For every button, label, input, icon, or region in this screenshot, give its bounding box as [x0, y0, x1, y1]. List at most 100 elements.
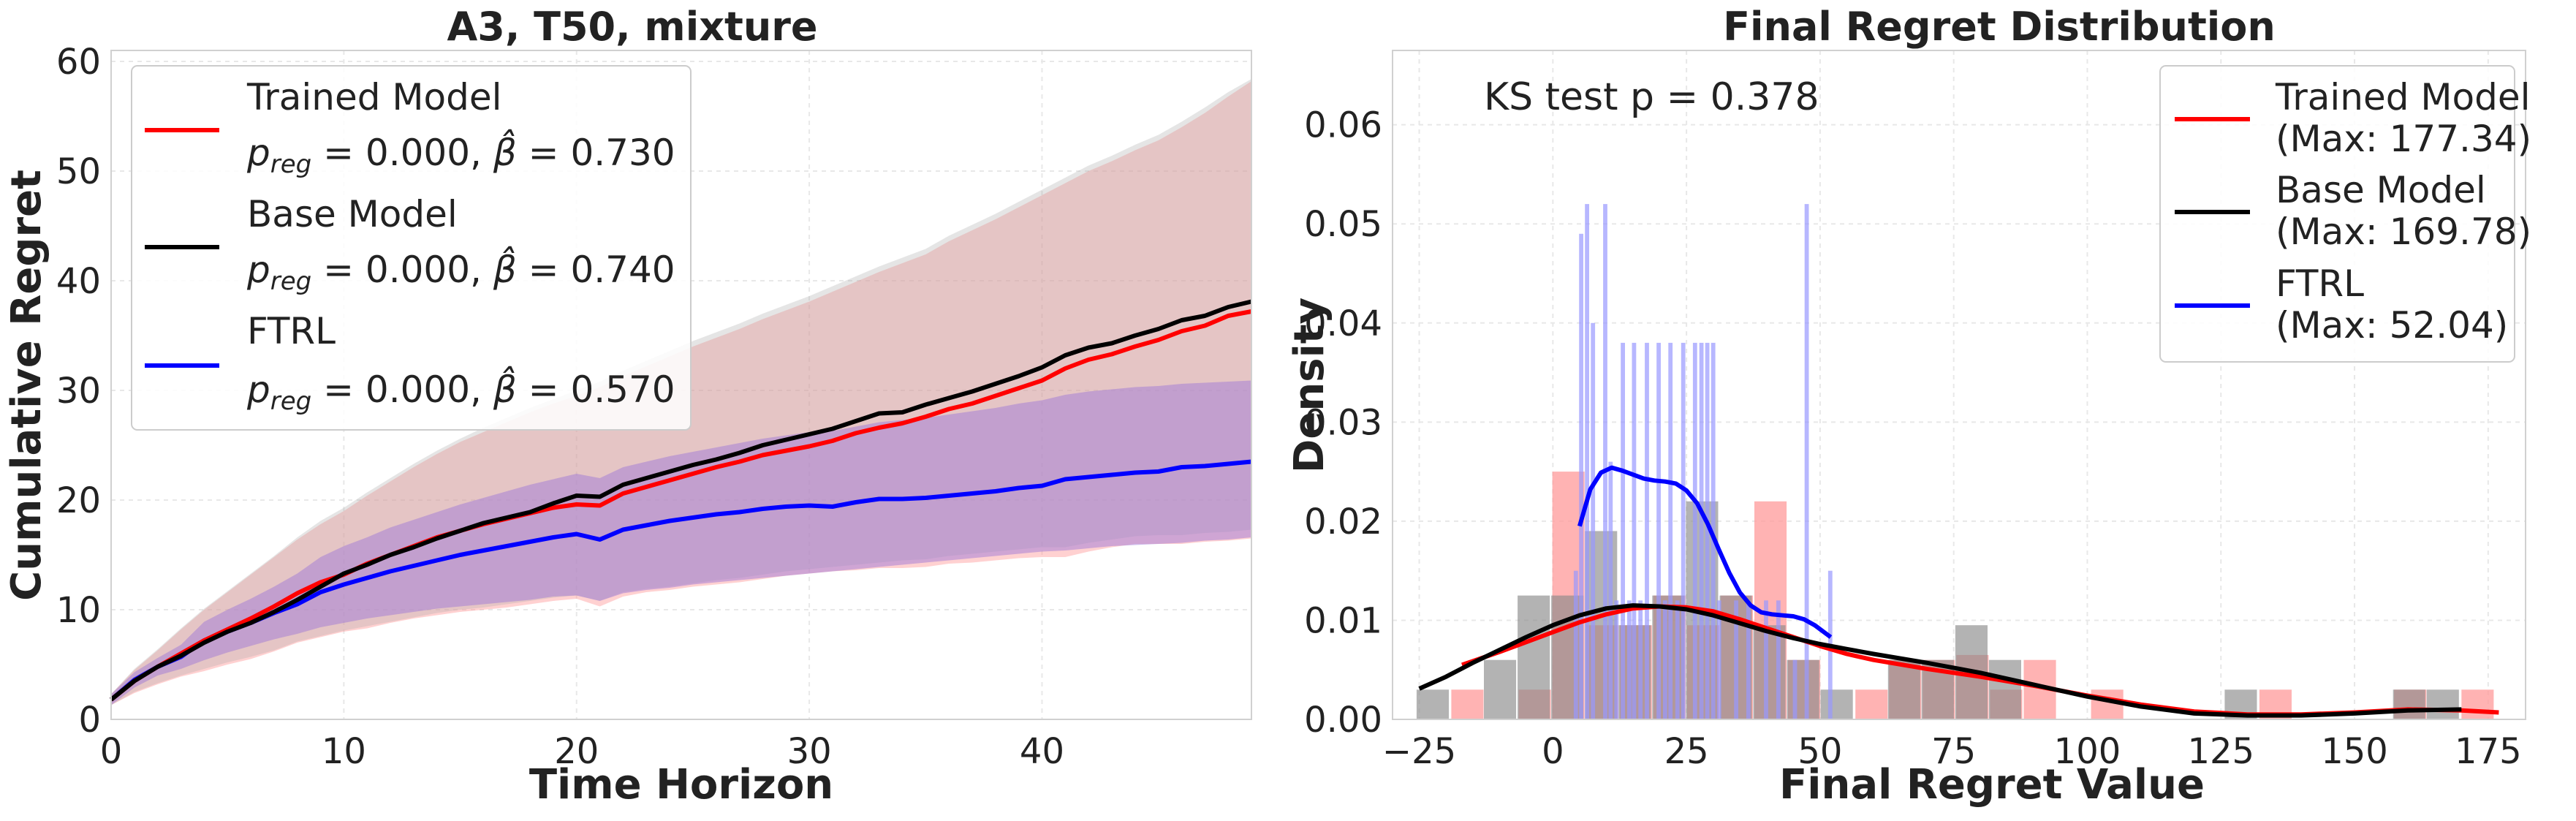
hist-bar-ftrl [1627, 600, 1632, 719]
left-y-tick-label: 20 [56, 480, 101, 521]
hist-bar-ftrl [1603, 204, 1607, 720]
legend-stats-base: preg = 0.000, β̂ = 0.740 [246, 246, 675, 296]
hist-bar-ftrl [1792, 659, 1797, 719]
ks-test-annotation: KS test p = 0.378 [1484, 75, 1819, 119]
legend-label-base: Base Model [247, 193, 458, 235]
right-histogram-bars [1416, 204, 2494, 720]
hist-bar-trained [2461, 689, 2494, 719]
legend-hist-label-base: Base Model [2276, 169, 2486, 211]
legend-label-ftrl: FTRL [247, 310, 336, 352]
hist-bar-ftrl [1699, 342, 1704, 719]
kde-line-ftrl [1577, 465, 1833, 639]
right-x-tick-label: 175 [2455, 731, 2522, 772]
hist-bar-ftrl [1692, 342, 1697, 719]
left-y-ticks: 0 10 20 30 40 50 60 [56, 42, 101, 741]
right-x-ticks: −25 0 25 50 75 100 125 150 175 [1382, 731, 2522, 772]
hist-bar-base [2426, 689, 2459, 719]
hist-bar-ftrl [1663, 600, 1667, 719]
hist-bar-ftrl [1608, 461, 1613, 719]
hist-bar-base [1484, 659, 1517, 719]
right-x-tick-label: 50 [1797, 731, 1842, 772]
right-x-tick-label: 75 [1931, 731, 1976, 772]
right-x-tick-label: 100 [2054, 731, 2121, 772]
left-y-tick-label: 30 [56, 371, 101, 412]
left-x-tick-label: 30 [787, 731, 832, 772]
hist-bar-ftrl [1579, 233, 1583, 719]
legend-hist-max-trained: (Max: 177.34) [2276, 118, 2531, 160]
legend-hist-label-ftrl: FTRL [2276, 262, 2364, 305]
hist-bar-base [1518, 595, 1550, 719]
hist-bar-ftrl [1638, 600, 1643, 719]
kde-line-base [1418, 603, 2462, 718]
hist-bar-base [1753, 625, 1786, 719]
right-legend-box [2159, 65, 2515, 363]
right-y-tick-label: 0.00 [1304, 700, 1382, 741]
hist-bar-base [1887, 659, 1920, 719]
right-x-tick-label: −25 [1382, 731, 1456, 772]
right-y-ticks: 0.00 0.01 0.02 0.03 0.04 0.05 0.06 [1304, 105, 1382, 741]
hist-bar-ftrl [1591, 322, 1596, 719]
left-y-tick-label: 50 [56, 151, 101, 192]
legend-hist-max-ftrl: (Max: 52.04) [2276, 304, 2508, 347]
right-grid [1393, 50, 2526, 720]
hist-bar-ftrl [1573, 570, 1578, 719]
legend-hist-label-trained: Trained Model [2275, 76, 2531, 118]
right-x-tick-label: 125 [2187, 731, 2254, 772]
band-ftrl [111, 380, 1251, 705]
left-legend: Trained Model preg = 0.000, β̂ = 0.730 B… [131, 65, 692, 431]
hist-bar-ftrl [1585, 204, 1589, 720]
left-series-lines [110, 299, 1252, 702]
hist-bar-ftrl [1668, 342, 1673, 719]
right-legend: Trained Model (Max: 177.34) Base Model (… [2159, 65, 2531, 363]
right-chart-title: Final Regret Distribution [1723, 4, 2276, 50]
hist-bar-ftrl [1716, 600, 1721, 719]
hist-bar-ftrl [1632, 342, 1637, 719]
hist-bar-base [2393, 689, 2425, 719]
left-x-tick-label: 40 [1020, 731, 1064, 772]
left-y-tick-label: 0 [78, 700, 101, 741]
hist-bar-ftrl [1645, 342, 1649, 719]
hist-bar-trained [1451, 689, 1484, 719]
hist-bar-base [1416, 689, 1449, 719]
right-y-axis-label: Density [1286, 298, 1333, 473]
hist-bar-base [1988, 659, 2021, 719]
left-x-tick-label: 20 [554, 731, 599, 772]
right-x-tick-label: 25 [1664, 731, 1709, 772]
hist-bar-ftrl [1776, 600, 1781, 719]
legend-label-trained: Trained Model [246, 76, 502, 118]
line-trained [110, 309, 1252, 702]
left-y-axis-label: Cumulative Regret [3, 170, 50, 601]
right-x-tick-label: 150 [2321, 731, 2388, 772]
right-y-tick-label: 0.01 [1304, 600, 1382, 641]
hist-bar-ftrl [1746, 600, 1751, 719]
legend-stats-trained: preg = 0.000, β̂ = 0.730 [246, 129, 675, 179]
hist-bar-ftrl [1705, 342, 1710, 719]
hist-bar-ftrl [1764, 600, 1768, 719]
legend-hist-max-base: (Max: 169.78) [2276, 211, 2531, 253]
right-plot-frame [1392, 50, 2526, 720]
hist-bar-trained [2091, 689, 2124, 719]
right-y-tick-label: 0.04 [1304, 303, 1382, 344]
hist-bar-ftrl [1621, 342, 1625, 719]
left-x-ticks: 0 10 20 30 40 [100, 731, 1064, 772]
hist-bar-trained [1855, 689, 1888, 719]
line-ftrl [110, 459, 1252, 702]
hist-bar-ftrl [1804, 204, 1809, 720]
legend-stats-ftrl: preg = 0.000, β̂ = 0.570 [246, 366, 675, 416]
left-x-axis-label: Time Horizon [529, 761, 833, 809]
right-y-tick-label: 0.03 [1304, 402, 1382, 443]
cumulative-regret-chart: A3, T50, mixture 0 10 20 30 40 0 10 20 30 40 50 60… [3, 4, 1252, 809]
right-x-tick-label: 0 [1542, 731, 1564, 772]
hist-bar-ftrl [1656, 342, 1661, 719]
left-x-tick-label: 0 [100, 731, 123, 772]
right-y-tick-label: 0.02 [1304, 502, 1382, 542]
hist-bar-base [1787, 659, 1819, 719]
left-y-tick-label: 40 [56, 261, 101, 302]
right-y-tick-label: 0.05 [1304, 204, 1382, 245]
left-y-tick-label: 60 [56, 42, 101, 83]
left-legend-box [131, 65, 692, 431]
hist-bar-ftrl [1681, 342, 1686, 719]
hist-bar-ftrl [1734, 600, 1738, 719]
hist-bar-base [1820, 689, 1853, 719]
